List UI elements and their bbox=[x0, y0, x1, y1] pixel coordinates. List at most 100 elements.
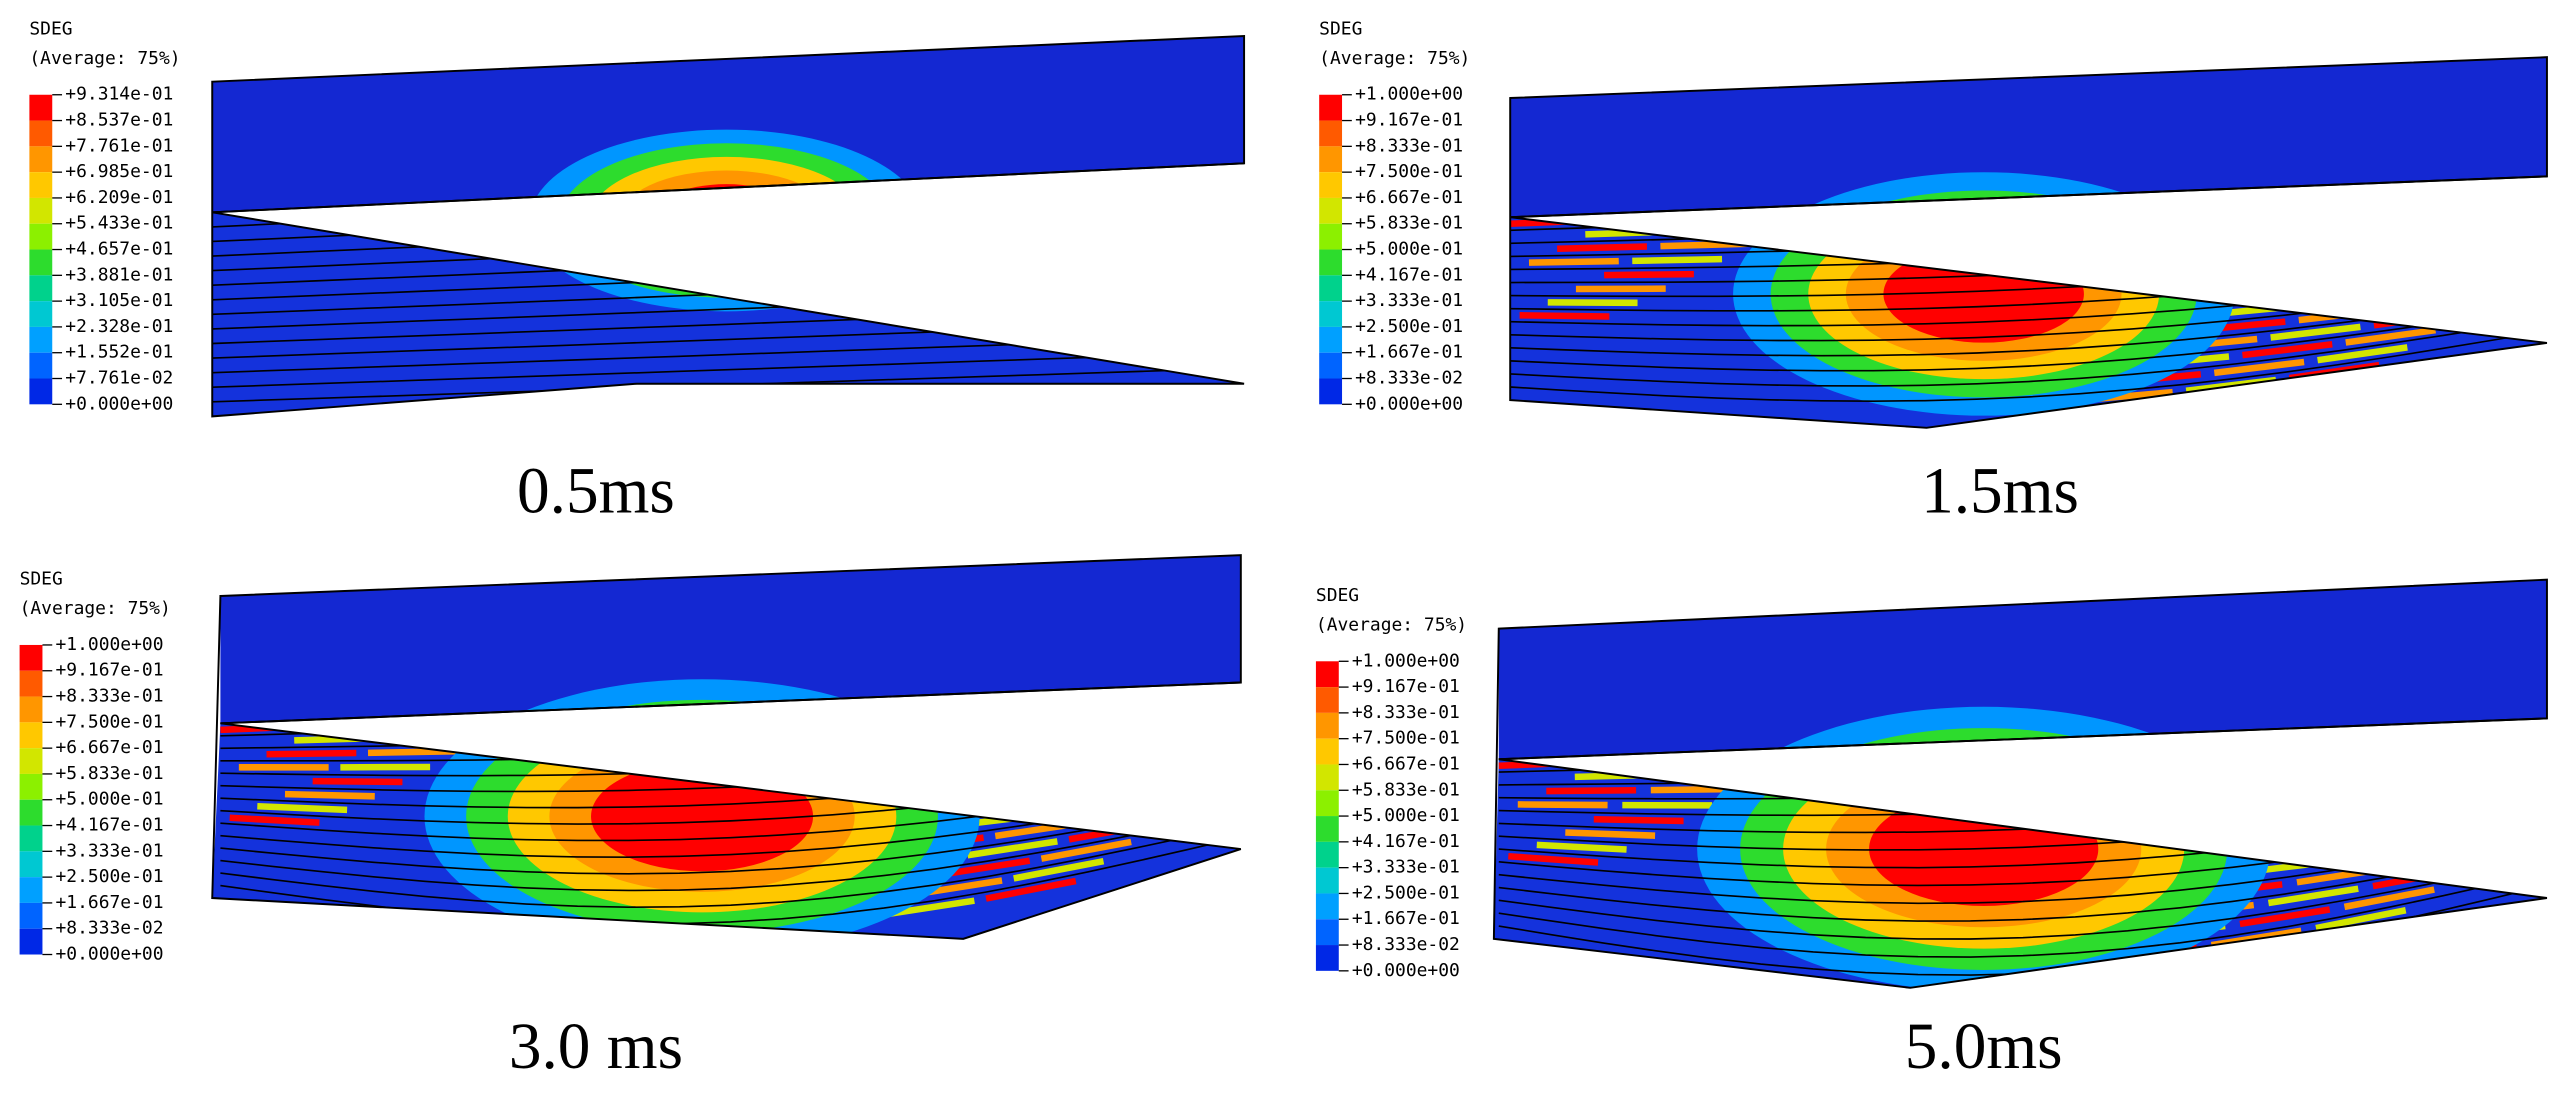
layer-line bbox=[1498, 858, 2547, 940]
legend-swatch bbox=[19, 644, 43, 671]
legend-swatch bbox=[1315, 816, 1339, 842]
panel: SDEG (Average: 75%) +9.314e-01 +8.537e-01 +7… bbox=[29, 18, 1246, 528]
legend-label: +3.333e-01 bbox=[56, 840, 164, 861]
damage-streak bbox=[1528, 257, 1619, 266]
plate-edge bbox=[1510, 175, 2547, 219]
damage-streak bbox=[2242, 341, 2333, 359]
legend-title: SDEG bbox=[20, 569, 63, 590]
damage-streak bbox=[2279, 268, 2371, 283]
damage-streak bbox=[2251, 284, 2342, 300]
damage-streak bbox=[395, 731, 486, 741]
damage-streak bbox=[2249, 841, 2340, 859]
legend-label: +1.667e-01 bbox=[1355, 342, 1463, 363]
legend-swatch bbox=[1319, 249, 1343, 276]
damage-streak bbox=[2277, 821, 2369, 839]
damage-streak bbox=[2315, 907, 2407, 932]
legend-swatch bbox=[1319, 94, 1343, 121]
legend-swatch bbox=[29, 223, 53, 250]
legend-swatch bbox=[1319, 378, 1343, 405]
damage-streak bbox=[1565, 829, 1656, 839]
legend-label: +4.657e-01 bbox=[65, 239, 173, 260]
legend-label: +9.167e-01 bbox=[1352, 676, 1460, 697]
plate-top bbox=[1498, 579, 2547, 760]
layer-line bbox=[220, 800, 1241, 875]
caption: 1.5ms bbox=[1921, 456, 2079, 528]
damage-streak bbox=[1059, 729, 1150, 743]
legend-label: +6.667e-01 bbox=[56, 737, 164, 758]
damage-streak bbox=[2429, 828, 2521, 850]
damage-streak bbox=[1707, 750, 1798, 761]
damage-streak bbox=[2411, 243, 2502, 258]
legend-swatch bbox=[1315, 841, 1339, 868]
plate-edge bbox=[220, 681, 1241, 725]
legend-swatch bbox=[29, 275, 53, 302]
legend-title: SDEG bbox=[1316, 585, 1359, 606]
legend-swatch bbox=[29, 301, 53, 327]
damage-streak bbox=[321, 718, 412, 730]
legend-label: +7.500e-01 bbox=[1352, 728, 1460, 749]
legend-label: +2.500e-01 bbox=[1352, 882, 1460, 903]
legend-title: SDEG bbox=[1319, 18, 1362, 39]
legend-label: +5.433e-01 bbox=[65, 213, 173, 234]
legend-subtitle: (Average: 75%) bbox=[1319, 48, 1470, 69]
legend-swatch bbox=[1315, 764, 1339, 791]
legend-swatch bbox=[19, 722, 43, 749]
legend-swatch bbox=[29, 94, 53, 121]
legend-label: +8.537e-01 bbox=[65, 110, 173, 131]
damage-streak bbox=[1688, 224, 1779, 235]
damage-streak bbox=[2343, 886, 2435, 911]
layer-line bbox=[1510, 330, 2547, 402]
legend-swatch bbox=[1315, 945, 1339, 971]
legend-label: +8.333e-01 bbox=[1355, 135, 1463, 156]
legend-label: +7.500e-01 bbox=[56, 711, 164, 732]
legend-label: +6.667e-01 bbox=[1352, 753, 1460, 774]
legend-subtitle: (Average: 75%) bbox=[29, 48, 180, 69]
legend-subtitle: (Average: 75%) bbox=[20, 598, 171, 619]
legend-label: +5.833e-01 bbox=[1355, 213, 1463, 234]
damage-streak bbox=[2420, 736, 2511, 748]
damage-streak bbox=[2364, 221, 2455, 235]
legend-label: +1.000e+00 bbox=[56, 634, 164, 655]
damage-streak bbox=[2439, 774, 2530, 791]
legend-swatch bbox=[19, 773, 43, 800]
legend-swatch bbox=[29, 172, 53, 198]
legend-swatch bbox=[1319, 223, 1343, 250]
legend-swatch bbox=[29, 378, 53, 405]
legend-swatch bbox=[29, 249, 53, 276]
damage-streak bbox=[2401, 293, 2493, 312]
damage-streak bbox=[1077, 766, 1169, 785]
caption: 3.0 ms bbox=[509, 1011, 683, 1083]
legend-label: +9.167e-01 bbox=[1355, 110, 1463, 131]
legend-label: +8.333e-02 bbox=[1355, 368, 1463, 389]
legend-label: +2.328e-01 bbox=[65, 316, 173, 337]
plate bbox=[1493, 579, 2547, 988]
damage-streak bbox=[1123, 785, 1215, 806]
legend-label: +0.000e+00 bbox=[65, 393, 173, 414]
damage-streak bbox=[1096, 802, 1188, 824]
damage-streak bbox=[2382, 258, 2474, 274]
damage-streak bbox=[1613, 212, 1704, 223]
legend-label: +8.333e-01 bbox=[56, 686, 164, 707]
panel: SDEG (Average: 75%) +1.000e+00 +9.167e-01 +8… bbox=[1319, 18, 2548, 528]
legend-swatch bbox=[1315, 712, 1339, 739]
damage-streak bbox=[1517, 801, 1608, 809]
damage-streak bbox=[1031, 745, 1123, 760]
plate-outline bbox=[211, 554, 1242, 940]
damage-streak bbox=[976, 779, 1067, 796]
damage-streak bbox=[2345, 326, 2436, 346]
damage-streak bbox=[1133, 735, 1224, 751]
legend-label: +5.000e-01 bbox=[1352, 805, 1460, 826]
legend-label: +5.000e-01 bbox=[1355, 239, 1463, 260]
legend-label: +3.105e-01 bbox=[65, 290, 173, 311]
caption: 5.0ms bbox=[1905, 1011, 2063, 1083]
panel: SDEG (Average: 75%) +1.000e+00 +9.167e-01 +8… bbox=[19, 554, 1242, 1083]
legend-swatch bbox=[19, 902, 43, 929]
legend-label: +0.000e+00 bbox=[1352, 960, 1460, 981]
legend-swatch bbox=[1319, 172, 1343, 198]
legend-label: +7.761e-01 bbox=[65, 135, 173, 156]
legend-swatch bbox=[1319, 326, 1343, 353]
legend-label: +1.000e+00 bbox=[1352, 650, 1460, 671]
damage-streak bbox=[1536, 841, 1627, 853]
damage-streak bbox=[2317, 344, 2408, 364]
damage-streak bbox=[2334, 785, 2426, 801]
